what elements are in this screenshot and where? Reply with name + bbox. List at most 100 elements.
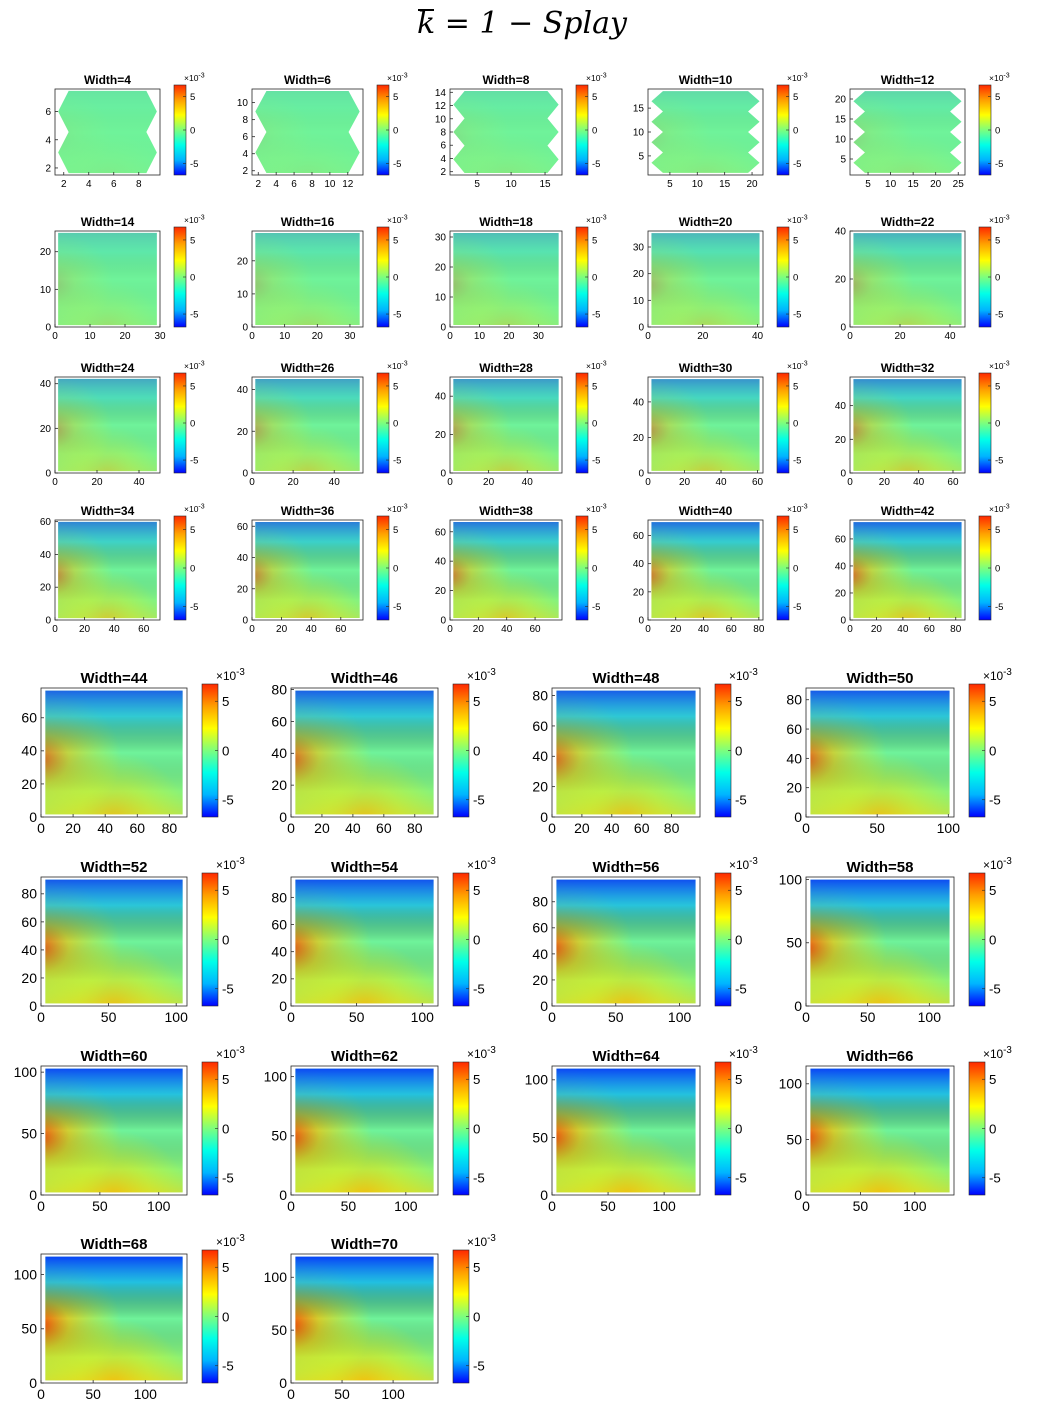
colorbar-tick-label: 5	[735, 883, 742, 898]
heatmap-top-band	[58, 378, 157, 472]
heatmap-top-band	[45, 690, 183, 815]
y-tick-label: 0	[279, 998, 287, 1014]
colorbar-tick-label: 0	[190, 126, 195, 137]
colorbar-exponent: ×10-3	[586, 504, 607, 515]
panel-title: Width=50	[847, 670, 914, 687]
y-tick-label: 0	[440, 616, 446, 627]
y-tick-label: 6	[440, 141, 446, 152]
y-tick-label: 60	[271, 916, 287, 932]
x-tick-label: 0	[447, 624, 453, 635]
y-tick-label: 20	[271, 971, 287, 987]
colorbar-tick-label: -5	[393, 310, 401, 321]
colorbar-tick-label: 5	[473, 694, 480, 709]
x-tick-label: 100	[903, 1198, 927, 1214]
heatmap-field	[295, 690, 434, 815]
colorbar-tick-label: -5	[592, 159, 600, 170]
x-tick-label: 80	[407, 820, 423, 836]
y-tick-label: 100	[264, 1069, 288, 1085]
heatmap-field	[556, 1068, 696, 1193]
colorbar-tick-label: -5	[592, 456, 600, 467]
colorbar-tick-label: -5	[592, 310, 600, 321]
x-tick-label: 0	[287, 1009, 295, 1025]
x-tick-label: 0	[287, 1386, 295, 1402]
y-tick-label: 15	[633, 104, 645, 115]
x-tick-label: 40	[345, 820, 361, 836]
y-tick-label: 20	[21, 776, 37, 792]
axes-box	[251, 230, 364, 328]
y-tick-label: 0	[794, 1187, 802, 1203]
x-tick-label: 0	[847, 477, 853, 488]
x-tick-label: 50	[860, 1009, 876, 1025]
x-tick-label: 20	[314, 820, 330, 836]
x-tick-label: 100	[668, 1009, 692, 1025]
y-tick-label: 0	[440, 469, 446, 480]
heatmap-top-band	[810, 1068, 950, 1193]
y-tick-label: 80	[271, 681, 287, 697]
colorbar-tick-label: 0	[995, 564, 1000, 575]
axes-box	[805, 876, 955, 1007]
heatmap-top-band	[45, 1068, 183, 1193]
colorbar-exponent: ×10-3	[989, 73, 1010, 84]
colorbar-exponent: ×10-3	[586, 215, 607, 226]
y-tick-label: 14	[435, 88, 447, 99]
x-tick-label: 15	[908, 179, 920, 190]
axes-box	[54, 230, 161, 328]
axes-box	[40, 1065, 188, 1196]
y-tick-label: 0	[242, 323, 248, 334]
colorbar-tick-label: -5	[473, 982, 485, 997]
x-tick-label: 100	[134, 1386, 158, 1402]
y-tick-label: 60	[633, 531, 645, 542]
x-tick-label: 60	[129, 820, 145, 836]
heatmap-panel: 0 10 20 30 0 10 20 Width=16 5 0 -5 ×10-3	[237, 215, 408, 343]
colorbar-tick-label: 0	[393, 273, 398, 284]
colorbar-exponent: ×10-3	[729, 1045, 758, 1061]
colorbar-tick-label: 0	[793, 126, 798, 137]
x-tick-label: 100	[394, 1198, 418, 1214]
y-tick-label: 20	[835, 588, 847, 599]
y-tick-label: 0	[45, 616, 51, 627]
heatmap-panel: 0 20 40 60 80 0 20 40 60 Width=42 5 0 -5 ×10-3	[835, 504, 1010, 636]
x-tick-label: 40	[715, 477, 727, 488]
y-tick-label: 0	[279, 1375, 287, 1391]
y-tick-label: 0	[794, 998, 802, 1014]
x-tick-label: 100	[147, 1198, 171, 1214]
colorbar-exponent: ×10-3	[467, 1045, 496, 1061]
colorbar-tick-label: -5	[190, 159, 198, 170]
colorbar-tick-label: 5	[735, 1072, 742, 1087]
panel-title: Width=32	[881, 361, 935, 375]
panel-title: Width=8	[483, 73, 530, 87]
x-tick-label: 20	[574, 820, 590, 836]
heatmap-top-band	[453, 522, 559, 618]
x-tick-label: 6	[111, 179, 117, 190]
colorbar-exponent: ×10-3	[387, 361, 408, 372]
y-tick-label: 0	[638, 616, 644, 627]
colorbar-tick-label: -5	[222, 1171, 234, 1186]
heatmap-top-band	[295, 690, 434, 815]
colorbar-tick-label: 5	[190, 92, 195, 103]
colorbar-tick-label: -5	[793, 602, 801, 613]
x-tick-label: 0	[287, 1198, 295, 1214]
y-tick-label: 20	[40, 424, 52, 435]
panel-title: Width=64	[593, 1048, 661, 1065]
x-tick-label: 0	[645, 624, 651, 635]
heatmap-top-band	[651, 379, 760, 471]
heatmap-top-band	[255, 378, 360, 472]
colorbar-tick-label: 5	[793, 235, 798, 246]
colorbar-tick-label: 5	[592, 381, 597, 392]
y-tick-label: 50	[532, 1129, 548, 1145]
x-tick-label: 40	[698, 624, 710, 635]
colorbar-tick-label: 0	[989, 932, 996, 947]
x-tick-label: 15	[539, 179, 551, 190]
colorbar-tick-label: -5	[473, 1171, 485, 1186]
panel-title: Width=40	[679, 504, 733, 518]
x-tick-label: 20	[679, 477, 691, 488]
heatmap-top-band	[810, 690, 950, 815]
heatmap-field	[295, 1256, 434, 1381]
colorbar-tick-label: 0	[473, 743, 480, 758]
heatmap-field	[453, 379, 559, 471]
colorbar-tick-label: 5	[222, 1072, 229, 1087]
y-tick-label: 8	[440, 128, 446, 139]
colorbar-exponent: ×10-3	[387, 73, 408, 84]
